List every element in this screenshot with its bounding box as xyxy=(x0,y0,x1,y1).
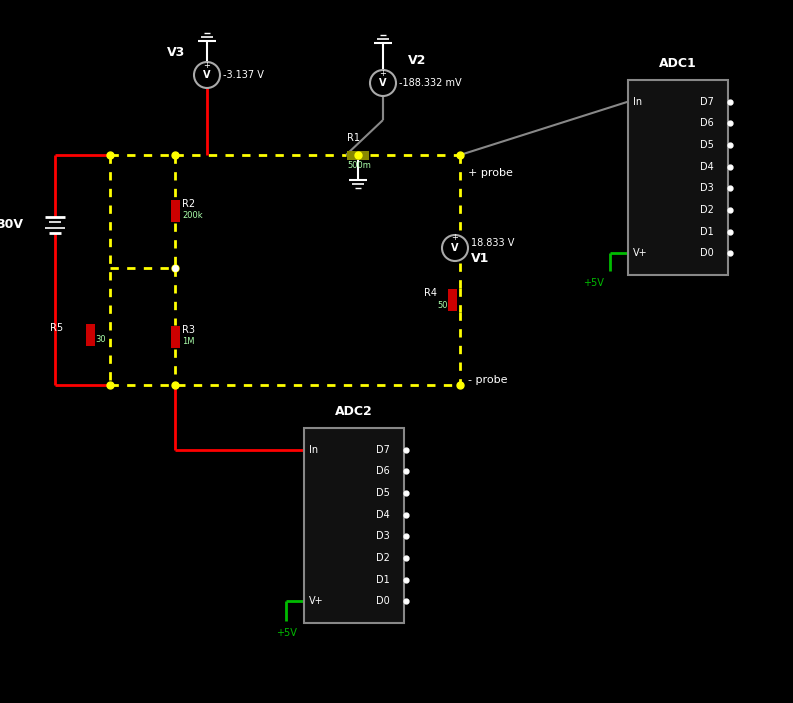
Text: D3: D3 xyxy=(700,183,714,193)
Text: -188.332 mV: -188.332 mV xyxy=(399,78,462,88)
Text: D2: D2 xyxy=(376,553,390,563)
Text: 200k: 200k xyxy=(182,212,203,221)
Text: D6: D6 xyxy=(700,118,714,129)
Text: -3.137 V: -3.137 V xyxy=(223,70,264,80)
Text: R3: R3 xyxy=(182,325,195,335)
Text: +: + xyxy=(451,233,458,243)
Bar xyxy=(347,150,369,160)
Text: ADC1: ADC1 xyxy=(659,57,697,70)
Text: V: V xyxy=(451,243,458,253)
Text: D0: D0 xyxy=(376,596,389,606)
Text: D2: D2 xyxy=(700,205,714,215)
Text: D3: D3 xyxy=(376,531,389,541)
Bar xyxy=(86,324,94,346)
Text: + probe: + probe xyxy=(468,168,513,178)
Text: D4: D4 xyxy=(376,510,389,520)
Circle shape xyxy=(194,62,220,88)
Text: ADC2: ADC2 xyxy=(335,405,373,418)
Text: V: V xyxy=(379,78,387,88)
Bar xyxy=(304,428,404,623)
Bar xyxy=(628,80,728,275)
Text: V3: V3 xyxy=(167,46,185,60)
Text: D7: D7 xyxy=(376,445,390,455)
Text: V: V xyxy=(203,70,211,80)
Text: 500m: 500m xyxy=(347,161,371,170)
Text: D4: D4 xyxy=(700,162,714,172)
Text: R5: R5 xyxy=(50,323,63,333)
Text: R1: R1 xyxy=(347,133,360,143)
Text: D1: D1 xyxy=(700,226,714,237)
Text: V+: V+ xyxy=(309,596,324,606)
Text: 50: 50 xyxy=(437,300,447,309)
Text: D5: D5 xyxy=(376,488,390,498)
Text: V1: V1 xyxy=(471,252,489,264)
Circle shape xyxy=(442,235,468,261)
Text: V2: V2 xyxy=(408,55,427,67)
Text: 1M: 1M xyxy=(182,337,194,347)
Bar xyxy=(170,326,179,348)
Text: 18.833 V: 18.833 V xyxy=(471,238,515,248)
Text: In: In xyxy=(633,97,642,107)
Text: 30V: 30V xyxy=(0,219,23,231)
Text: +5V: +5V xyxy=(275,628,297,638)
Bar xyxy=(170,200,179,222)
Text: +: + xyxy=(204,60,210,70)
Text: In: In xyxy=(309,445,318,455)
Text: D0: D0 xyxy=(700,248,714,258)
Text: 30: 30 xyxy=(95,335,105,344)
Text: D5: D5 xyxy=(700,140,714,150)
Text: D6: D6 xyxy=(376,466,389,477)
Circle shape xyxy=(370,70,396,96)
Text: D1: D1 xyxy=(376,574,389,585)
Text: - probe: - probe xyxy=(468,375,508,385)
Bar xyxy=(447,289,457,311)
Text: D7: D7 xyxy=(700,97,714,107)
Text: R2: R2 xyxy=(182,199,195,209)
Text: +: + xyxy=(380,68,386,77)
Text: V+: V+ xyxy=(633,248,648,258)
Text: +5V: +5V xyxy=(583,278,603,288)
Text: R4: R4 xyxy=(424,288,437,298)
